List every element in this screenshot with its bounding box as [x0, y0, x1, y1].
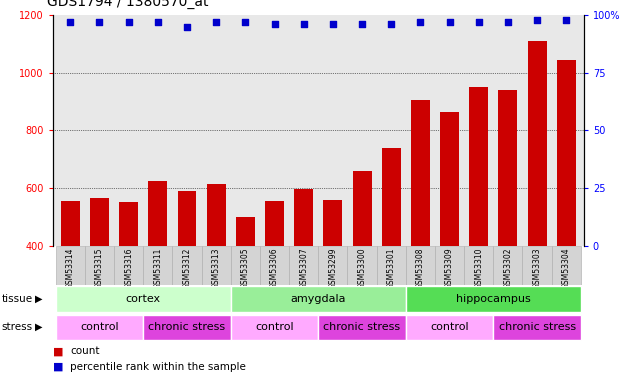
- Bar: [265, 201, 284, 246]
- FancyBboxPatch shape: [347, 246, 376, 285]
- FancyBboxPatch shape: [318, 246, 347, 285]
- FancyBboxPatch shape: [143, 315, 231, 340]
- Point: [532, 16, 542, 22]
- FancyBboxPatch shape: [493, 246, 522, 285]
- Bar: [411, 100, 430, 246]
- Text: GSM53308: GSM53308: [416, 247, 425, 289]
- Point: [328, 21, 338, 27]
- Point: [357, 21, 367, 27]
- Bar: [324, 200, 342, 246]
- Text: GSM53307: GSM53307: [299, 247, 308, 289]
- Point: [94, 19, 104, 25]
- Text: GSM53316: GSM53316: [124, 247, 133, 289]
- Point: [445, 19, 455, 25]
- FancyBboxPatch shape: [56, 246, 85, 285]
- Bar: [499, 90, 517, 246]
- Text: GSM53304: GSM53304: [562, 247, 571, 289]
- Text: ■: ■: [53, 346, 63, 356]
- Text: chronic stress: chronic stress: [499, 322, 576, 332]
- Bar: [119, 202, 138, 246]
- Text: tissue: tissue: [1, 294, 32, 304]
- Text: chronic stress: chronic stress: [324, 322, 401, 332]
- Point: [270, 21, 279, 27]
- Text: GSM53311: GSM53311: [153, 247, 162, 289]
- Text: GSM53299: GSM53299: [329, 247, 337, 289]
- Text: control: control: [430, 322, 469, 332]
- Text: GSM53312: GSM53312: [183, 247, 191, 289]
- Bar: [178, 191, 196, 246]
- Bar: [207, 184, 225, 246]
- Text: ■: ■: [53, 362, 63, 372]
- Bar: [236, 217, 255, 246]
- Text: GSM53300: GSM53300: [358, 247, 366, 289]
- Bar: [469, 87, 488, 246]
- Point: [153, 19, 163, 25]
- FancyBboxPatch shape: [289, 246, 318, 285]
- Text: control: control: [80, 322, 119, 332]
- FancyBboxPatch shape: [435, 246, 464, 285]
- Bar: [382, 148, 401, 246]
- Text: count: count: [70, 346, 100, 356]
- FancyBboxPatch shape: [376, 246, 406, 285]
- Text: GSM53310: GSM53310: [474, 247, 483, 289]
- Text: percentile rank within the sample: percentile rank within the sample: [70, 362, 246, 372]
- Point: [299, 21, 309, 27]
- FancyBboxPatch shape: [493, 315, 581, 340]
- Text: chronic stress: chronic stress: [148, 322, 225, 332]
- Text: ▶: ▶: [35, 294, 43, 304]
- Text: hippocampus: hippocampus: [456, 294, 531, 304]
- FancyBboxPatch shape: [406, 286, 581, 312]
- Text: GSM53309: GSM53309: [445, 247, 454, 289]
- Point: [182, 24, 192, 30]
- FancyBboxPatch shape: [522, 246, 551, 285]
- FancyBboxPatch shape: [143, 246, 173, 285]
- FancyBboxPatch shape: [114, 246, 143, 285]
- FancyBboxPatch shape: [56, 286, 231, 312]
- Point: [474, 19, 484, 25]
- Text: GSM53314: GSM53314: [66, 247, 75, 289]
- Bar: [440, 112, 459, 246]
- Bar: [90, 198, 109, 246]
- FancyBboxPatch shape: [202, 246, 231, 285]
- Bar: [148, 181, 167, 246]
- FancyBboxPatch shape: [318, 315, 406, 340]
- Text: GSM53306: GSM53306: [270, 247, 279, 289]
- FancyBboxPatch shape: [231, 286, 406, 312]
- Text: amygdala: amygdala: [291, 294, 346, 304]
- Point: [211, 19, 221, 25]
- Bar: [294, 189, 313, 246]
- Text: GDS1794 / 1380570_at: GDS1794 / 1380570_at: [47, 0, 208, 9]
- Text: GSM53305: GSM53305: [241, 247, 250, 289]
- Point: [415, 19, 425, 25]
- FancyBboxPatch shape: [173, 246, 202, 285]
- Point: [561, 16, 571, 22]
- FancyBboxPatch shape: [464, 246, 493, 285]
- Bar: [528, 41, 546, 246]
- Point: [386, 21, 396, 27]
- Text: stress: stress: [1, 322, 32, 332]
- Point: [240, 19, 250, 25]
- Text: GSM53301: GSM53301: [387, 247, 396, 289]
- FancyBboxPatch shape: [551, 246, 581, 285]
- Point: [503, 19, 513, 25]
- Point: [124, 19, 134, 25]
- Bar: [61, 201, 79, 246]
- FancyBboxPatch shape: [406, 315, 493, 340]
- Text: GSM53313: GSM53313: [212, 247, 220, 289]
- FancyBboxPatch shape: [85, 246, 114, 285]
- Bar: [557, 60, 576, 246]
- FancyBboxPatch shape: [231, 246, 260, 285]
- Text: GSM53315: GSM53315: [95, 247, 104, 289]
- Bar: [353, 171, 371, 246]
- FancyBboxPatch shape: [231, 315, 318, 340]
- Text: GSM53303: GSM53303: [533, 247, 542, 289]
- FancyBboxPatch shape: [260, 246, 289, 285]
- Point: [65, 19, 75, 25]
- FancyBboxPatch shape: [56, 315, 143, 340]
- Text: ▶: ▶: [35, 322, 43, 332]
- Text: cortex: cortex: [125, 294, 161, 304]
- Text: GSM53302: GSM53302: [504, 247, 512, 289]
- Text: control: control: [255, 322, 294, 332]
- FancyBboxPatch shape: [406, 246, 435, 285]
